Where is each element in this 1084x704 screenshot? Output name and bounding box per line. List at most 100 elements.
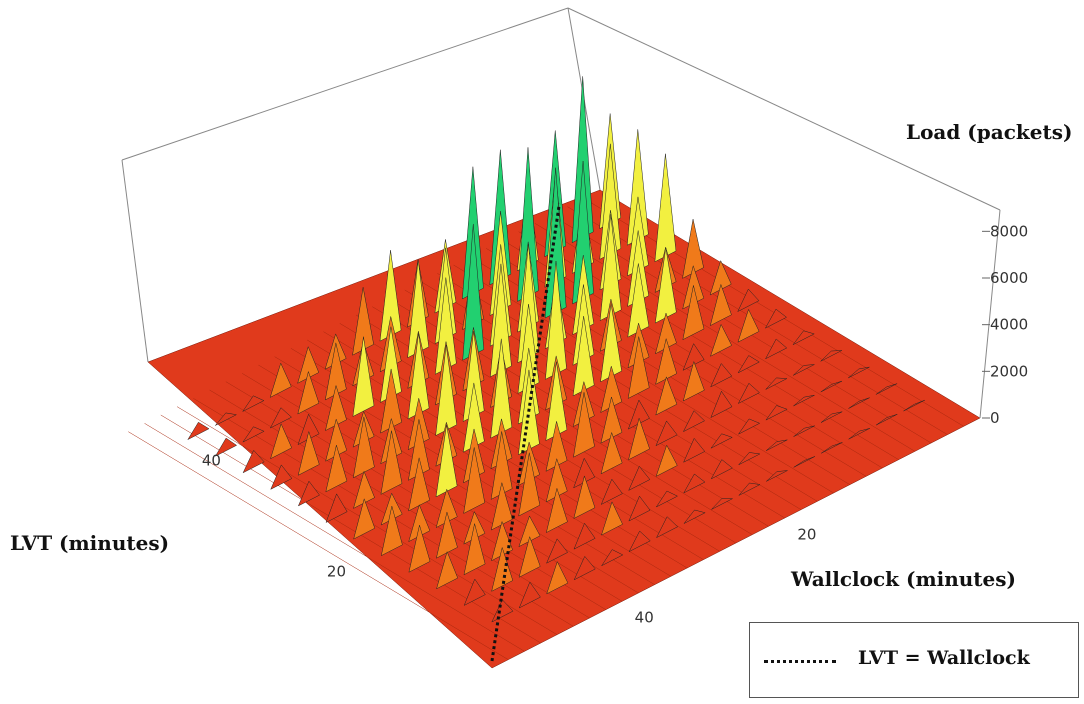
surface-ridge-peak <box>765 405 788 421</box>
load-surface <box>128 76 981 669</box>
legend-dotted-line <box>764 660 836 663</box>
surface-ridge-peak <box>710 323 732 357</box>
surface-ridge-peak <box>270 464 293 490</box>
z-tick-label: 0 <box>990 409 1000 427</box>
surface-ridge-peak <box>821 442 843 454</box>
surface-ridge-peak <box>655 516 679 539</box>
surface-ridge-peak <box>711 498 733 510</box>
surface-ridge-peak <box>875 414 898 426</box>
surface-ridge-peak <box>628 495 651 522</box>
surface-ridge-peak <box>792 330 815 345</box>
surface-ridge-peak <box>215 412 238 426</box>
surface-ridge-peak <box>793 394 815 407</box>
surface-ridge-peak <box>764 308 788 329</box>
surface-ridge-peak <box>545 487 568 534</box>
surface-ridge-peak <box>683 509 706 524</box>
x-tick-label: 40 <box>635 609 654 627</box>
surface-ridge-peak <box>848 397 870 409</box>
x-tick-label: 20 <box>797 525 816 543</box>
z-tick-label: 4000 <box>990 316 1028 334</box>
surface-ridge-peak <box>601 501 623 536</box>
surface-ridge-peak <box>546 560 569 595</box>
surface-ridge-peak <box>518 581 541 609</box>
surface-ridge-peak <box>408 525 431 573</box>
surface-ridge-peak <box>820 411 843 423</box>
surface-grid-line <box>160 414 541 644</box>
surface-ridge-peak <box>682 285 705 341</box>
bounding-box-front <box>979 209 1001 419</box>
surface-ridge-peak <box>764 338 788 360</box>
surface-grid-line <box>128 431 509 660</box>
legend: LVT = Wallclock <box>749 622 1079 698</box>
surface-ridge-peak <box>654 153 677 263</box>
surface-ridge-peak <box>793 456 816 468</box>
surface-ridge-peak <box>682 360 705 402</box>
surface-ridge-peak <box>463 578 486 606</box>
surface-ridge-peak <box>297 480 320 507</box>
surface-ridge-peak <box>820 380 843 393</box>
surface-ridge-peak <box>463 523 486 576</box>
surface-ridge-peak <box>683 437 706 463</box>
surface-ridge-peak <box>738 418 761 435</box>
surface-ridge-peak <box>242 449 265 474</box>
surface-ridge-peak <box>573 555 596 581</box>
z-tick-label: 2000 <box>990 362 1028 380</box>
surface-ridge-peak <box>600 478 623 505</box>
legend-label: LVT = Wallclock <box>858 647 1030 669</box>
surface-ridge-peak <box>903 399 925 412</box>
reference-line <box>490 203 561 662</box>
surface-grid-line <box>209 389 590 619</box>
surface-ridge-peak <box>325 493 348 524</box>
surface-ridge-peak <box>627 336 650 399</box>
surface-ridge-peak <box>737 288 760 313</box>
surface-ridge-peak <box>325 444 348 493</box>
surface-ridge-peak <box>242 426 265 443</box>
surface-ridge-peak <box>270 423 293 460</box>
surface-ridge-peak <box>710 363 733 388</box>
surface-ridge-peak <box>628 465 651 491</box>
surface-ridge-peak <box>518 535 541 578</box>
surface-ridge-peak <box>766 470 788 482</box>
surface-ridge-peak <box>353 497 376 540</box>
box-edge-right-vertical <box>979 209 1001 419</box>
surface-ridge-peak <box>546 538 569 564</box>
surface-ridge-peak <box>765 439 788 451</box>
surface-ridge-peak <box>600 549 624 567</box>
y-axis-label: LVT (minutes) <box>10 531 170 555</box>
surface-grid-line <box>144 423 525 652</box>
y-tick-label: 40 <box>202 451 221 469</box>
surface-ridge-peak <box>297 430 320 476</box>
surface-ridge-peak <box>269 407 292 429</box>
surface-grid-line <box>567 206 948 435</box>
surface-grid-line <box>193 398 574 627</box>
surface-ridge-peak <box>737 355 760 374</box>
surface-ridge-peak <box>765 377 788 390</box>
z-tick-label: 6000 <box>990 269 1028 287</box>
surface-ridge-peak <box>738 482 761 496</box>
lvt-equals-wallclock-line <box>490 203 561 662</box>
box-edge-top-back-right <box>567 7 1001 211</box>
surface-ridge-peak <box>600 431 623 475</box>
surface-ridge-peak <box>848 366 870 379</box>
surface-ridge-peak <box>793 425 815 437</box>
surface-ridge-peak <box>655 376 678 416</box>
surface-ridge-peak <box>709 283 732 327</box>
surface-ridge-peak <box>269 362 292 398</box>
surface-ridge-peak <box>738 452 761 465</box>
surface-ridge-peak <box>187 421 210 441</box>
surface-ridge-peak <box>710 433 733 449</box>
y-tick-label: 20 <box>327 563 346 581</box>
z-axis-label: Load (packets) <box>906 120 1073 144</box>
surface-grid-line <box>583 198 964 427</box>
z-axis-ticks: 0 2000 4000 6000 8000 <box>982 222 1028 427</box>
surface-grid-line <box>242 373 623 602</box>
surface-ridge-peak <box>683 473 706 494</box>
surface-ridge-peak <box>380 505 403 557</box>
surface-ridge-peak <box>436 550 459 590</box>
box-edge-top-back-left <box>121 7 569 161</box>
surface-ridge-peak <box>875 383 898 395</box>
surface-ridge-peak <box>655 444 678 477</box>
